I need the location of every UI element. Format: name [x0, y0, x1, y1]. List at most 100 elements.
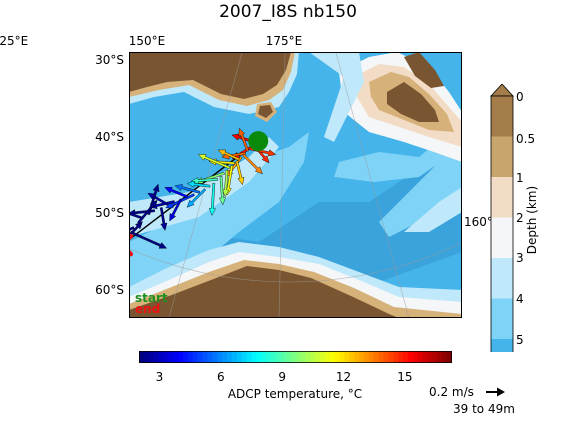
- temperature-colorbar-segment: [354, 351, 360, 363]
- temperature-colorbar-segment: [212, 351, 218, 363]
- temperature-tick-label: 9: [278, 370, 287, 384]
- new-zealand-land: [387, 82, 439, 122]
- longitude-label-160: 160°: [464, 215, 493, 229]
- depth-range-label: 39 to 49m: [453, 402, 515, 416]
- temperature-colorbar-segment: [227, 351, 233, 363]
- longitude-tick-label: 175°E: [265, 34, 303, 48]
- scale-vector-label: 0.2 m/s: [429, 385, 474, 399]
- temperature-colorbar-segment: [222, 351, 228, 363]
- depth-tick-label: 1: [516, 171, 524, 185]
- temperature-colorbar-segment: [183, 351, 189, 363]
- depth-colorbar-segment: [491, 96, 513, 137]
- australia-land: [129, 52, 291, 99]
- depth-colorbar-segment: [491, 298, 513, 340]
- temperature-colorbar-segment: [334, 351, 341, 363]
- depth-colorbar-segment: [491, 217, 513, 259]
- current-vector: [242, 153, 263, 175]
- map-frame: [129, 52, 462, 318]
- temperature-colorbar-segment: [373, 351, 380, 363]
- end-legend-label: end: [135, 302, 161, 316]
- temperature-tick-label: 15: [397, 370, 413, 384]
- depth-tick-label: 4: [516, 292, 524, 306]
- latitude-tick-label: 40°S: [95, 129, 124, 144]
- current-vector: [129, 230, 168, 249]
- latitude-tick-label: 50°S: [95, 206, 124, 220]
- temperature-colorbar-segment: [192, 351, 199, 363]
- temperature-colorbar-segment: [344, 351, 350, 363]
- temperature-colorbar-segment: [447, 351, 452, 363]
- temperature-colorbar-segment: [383, 351, 390, 363]
- temperature-colorbar-segment: [388, 351, 394, 363]
- temperature-colorbar-segment: [236, 351, 243, 363]
- depth-colorbar: [490, 84, 514, 352]
- graticule-line: [278, 52, 286, 318]
- longitude-tick-label: 150°E: [128, 34, 166, 48]
- temperature-colorbar-segment: [231, 351, 238, 363]
- temperature-colorbar-segment: [432, 351, 438, 363]
- temperature-colorbar-segment: [417, 351, 424, 363]
- current-vector: [137, 199, 158, 224]
- scale-arrow-icon: [486, 387, 505, 397]
- current-vector: [208, 158, 235, 166]
- temperature-colorbar-segment: [163, 351, 169, 363]
- temperature-colorbar-segment: [143, 351, 150, 363]
- temperature-tick-label: 3: [155, 370, 164, 384]
- temperature-colorbar-segment: [368, 351, 375, 363]
- new-zealand-land-north: [404, 52, 444, 88]
- temperature-colorbar-segment: [295, 351, 301, 363]
- temperature-colorbar-segment: [178, 351, 184, 363]
- temperature-colorbar-segment: [256, 351, 262, 363]
- temperature-colorbar-segment: [275, 351, 282, 363]
- temperature-colorbar-segment: [197, 351, 204, 363]
- current-vector: [164, 186, 189, 199]
- map-title: 2007_I8S nb150: [219, 2, 357, 22]
- temperature-colorbar-segment: [407, 351, 414, 363]
- graticule-line: [335, 52, 410, 318]
- start-legend-label: start: [135, 291, 168, 305]
- temperature-colorbar-segment: [168, 351, 174, 363]
- temperature-colorbar-segment: [324, 351, 331, 363]
- temperature-colorbar-segment: [378, 351, 385, 363]
- current-vector: [190, 177, 218, 185]
- latitude-tick-label: 60°S: [95, 282, 124, 297]
- current-vector: [208, 182, 216, 216]
- depth-colorbar-segment: [491, 136, 513, 178]
- temperature-colorbar-segment: [300, 351, 306, 363]
- temperature-colorbar-segment: [315, 351, 321, 363]
- temperature-colorbar-segment: [290, 351, 297, 363]
- temperature-colorbar-segment: [437, 351, 443, 363]
- depth-tick-label: 2: [516, 211, 524, 225]
- temperature-colorbar-segment: [412, 351, 419, 363]
- tasman-ridge-upper: [404, 187, 462, 232]
- temperature-colorbar-segment: [173, 351, 179, 363]
- current-vector: [186, 188, 207, 208]
- depth-colorbar-segment: [491, 258, 513, 299]
- temperature-colorbar-segment: [422, 351, 429, 363]
- map-panel[interactable]: [129, 52, 462, 318]
- current-vector: [235, 160, 245, 186]
- start-marker[interactable]: [248, 131, 269, 152]
- current-vector: [197, 154, 231, 170]
- depth-colorbar-segment: [491, 177, 513, 218]
- temperature-colorbar-segment: [403, 351, 409, 363]
- current-vector: [129, 221, 143, 238]
- depth-tick-label: 5: [516, 333, 524, 347]
- temperature-colorbar-segment: [393, 351, 399, 363]
- current-vector: [186, 180, 211, 188]
- depth-tick-label: 0.5: [516, 132, 536, 146]
- temperature-colorbar-segment: [349, 351, 355, 363]
- temperature-colorbar-segment: [148, 351, 155, 363]
- temperature-colorbar-segment: [261, 351, 267, 363]
- depth-tick-label: 3: [516, 251, 524, 265]
- temperature-colorbar-segment: [266, 351, 272, 363]
- current-vector: [159, 207, 168, 231]
- temperature-colorbar-segment: [158, 351, 165, 363]
- temperature-colorbar-segment: [319, 351, 326, 363]
- temperature-colorbar-segment: [280, 351, 287, 363]
- temperature-colorbar-segment: [442, 351, 448, 363]
- current-vector: [217, 149, 240, 161]
- graticule-line: [168, 52, 243, 318]
- temperature-colorbar-segment: [271, 351, 277, 363]
- temperature-colorbar-segment: [427, 351, 434, 363]
- current-vector: [129, 212, 144, 220]
